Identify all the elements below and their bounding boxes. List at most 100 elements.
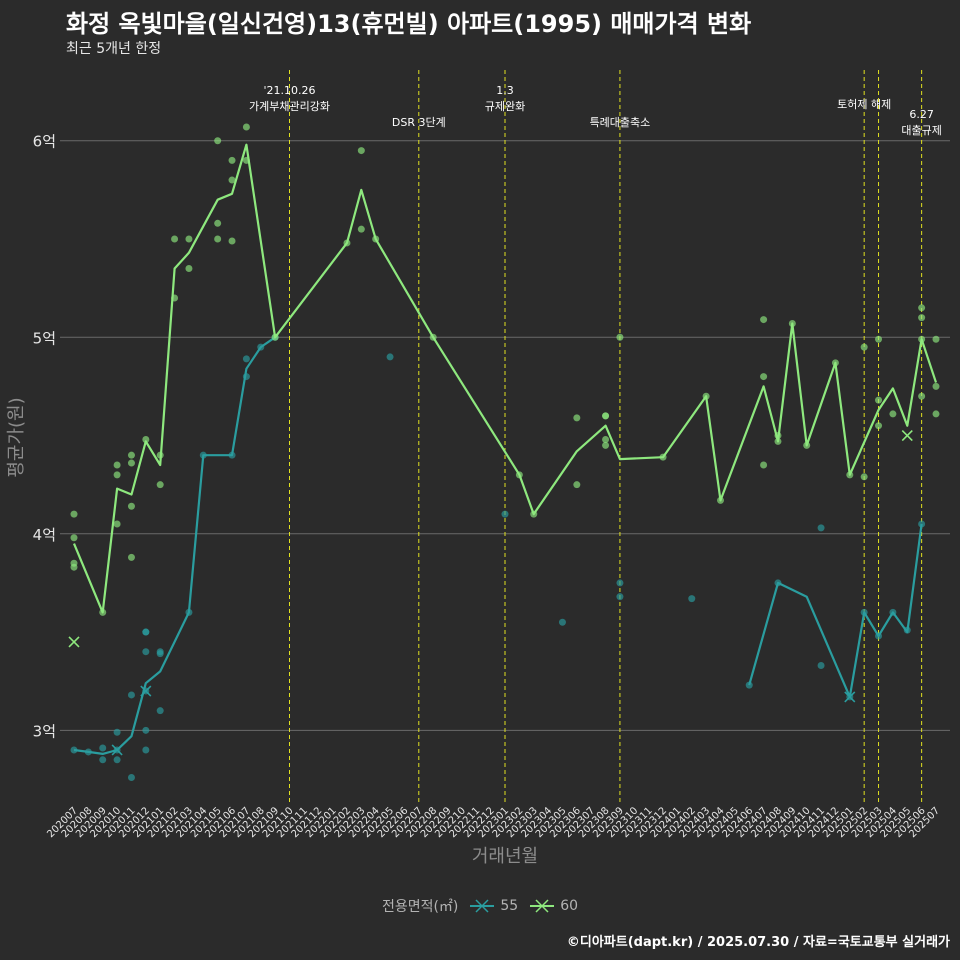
data-point-60 [228, 156, 236, 164]
event-label: 1.3 [496, 84, 514, 97]
series-line-55 [73, 336, 276, 755]
data-point-55 [745, 681, 753, 689]
legend-title: 전용면적(㎡) [381, 899, 459, 915]
data-point-60 [918, 304, 926, 312]
event-label: '21.10.26 [263, 84, 315, 97]
data-point-60 [113, 520, 121, 528]
legend-item-60: 60 [528, 896, 578, 916]
data-point-60 [70, 534, 78, 542]
data-point-60 [602, 412, 610, 420]
data-point-55 [127, 691, 135, 699]
data-point-55 [70, 746, 78, 754]
event-label: 규제완화 [485, 100, 525, 113]
data-point-60 [156, 481, 164, 489]
series-line-55 [748, 523, 923, 698]
data-point-55 [113, 728, 121, 736]
data-point-60 [127, 502, 135, 510]
data-point-60 [760, 373, 768, 381]
data-point-60 [760, 461, 768, 469]
data-point-60 [889, 410, 897, 418]
y-tick-label: 5억 [33, 329, 56, 347]
data-point-60 [918, 314, 926, 322]
data-point-60 [214, 235, 222, 243]
data-point-60 [70, 510, 78, 518]
x-axis-title: 거래년월 [472, 846, 538, 867]
data-point-60 [127, 553, 135, 561]
data-point-60 [918, 392, 926, 400]
y-tick-label: 3억 [33, 722, 56, 740]
cancelled-marker-55 [111, 744, 123, 756]
data-point-60 [602, 435, 610, 443]
data-point-60 [214, 137, 222, 145]
source-caption: ©디아파트(dapt.kr) / 2025.07.30 / 자료=국토교통부 실… [566, 935, 950, 950]
data-point-60 [171, 235, 179, 243]
event-label: 토허제 해제 [837, 97, 891, 111]
data-point-55 [142, 746, 150, 754]
data-point-55 [616, 579, 624, 587]
data-point-60 [932, 410, 940, 418]
data-point-60 [242, 123, 250, 131]
data-point-55 [688, 595, 696, 603]
event-label: 특례대출축소 [590, 116, 651, 129]
y-tick-label: 4억 [33, 526, 56, 544]
data-point-55 [918, 520, 926, 528]
cancelled-marker-60 [68, 636, 80, 648]
data-point-60 [142, 435, 150, 443]
data-point-60 [932, 335, 940, 343]
page-title: 화정 옥빛마을(일신건영)13(휴먼빌) 아파트(1995) 매매가격 변화 [66, 10, 752, 38]
data-point-60 [214, 219, 222, 227]
data-point-55 [558, 618, 566, 626]
legend-key-55-icon [470, 899, 495, 913]
cancelled-marker-60 [901, 429, 913, 442]
data-point-55 [156, 650, 164, 658]
data-point-55 [142, 648, 150, 656]
cancelled-marker-55 [844, 691, 856, 703]
series-line-60 [72, 143, 938, 614]
data-point-55 [817, 524, 825, 532]
data-point-55 [99, 756, 107, 764]
data-point-60 [875, 335, 883, 343]
data-point-60 [357, 225, 365, 233]
data-point-60 [113, 461, 121, 469]
data-point-55 [616, 593, 624, 601]
data-point-55 [156, 707, 164, 715]
data-point-60 [875, 422, 883, 430]
legend-label-60: 60 [560, 898, 579, 914]
legend-item-55: 55 [468, 896, 518, 916]
data-point-55 [501, 510, 509, 518]
data-point-60 [875, 396, 883, 404]
data-point-60 [113, 471, 121, 479]
data-point-55 [817, 661, 825, 669]
data-point-60 [573, 414, 581, 422]
data-point-60 [616, 333, 624, 341]
page-subtitle: 최근 5개년 한정 [66, 41, 162, 57]
data-point-60 [932, 382, 940, 390]
data-point-55 [386, 353, 394, 361]
data-point-60 [228, 176, 236, 184]
data-point-60 [860, 473, 868, 481]
cancelled-marker-55 [140, 685, 152, 697]
data-point-60 [602, 441, 610, 449]
event-label: 6.27 [909, 108, 934, 121]
data-point-55 [242, 355, 250, 363]
data-point-60 [228, 237, 236, 245]
event-label: 대출규제 [901, 124, 941, 137]
data-point-60 [760, 316, 768, 324]
data-point-60 [185, 264, 193, 272]
data-point-60 [127, 459, 135, 467]
data-point-55 [99, 744, 107, 752]
data-point-60 [70, 563, 78, 571]
event-label: 가계부채관리강화 [249, 100, 330, 113]
legend-key-60-icon [530, 899, 555, 913]
event-label: DSR 3단계 [392, 116, 446, 129]
data-point-60 [357, 147, 365, 155]
data-point-55 [127, 773, 135, 781]
legend: 전용면적(㎡) 55 60 [0, 896, 960, 916]
data-point-55 [113, 756, 121, 764]
data-point-60 [185, 235, 193, 243]
y-axis-title: 평균가(원) [6, 397, 27, 477]
legend-label-55: 55 [500, 898, 519, 914]
y-tick-label: 6억 [33, 133, 56, 151]
data-point-60 [573, 481, 581, 489]
